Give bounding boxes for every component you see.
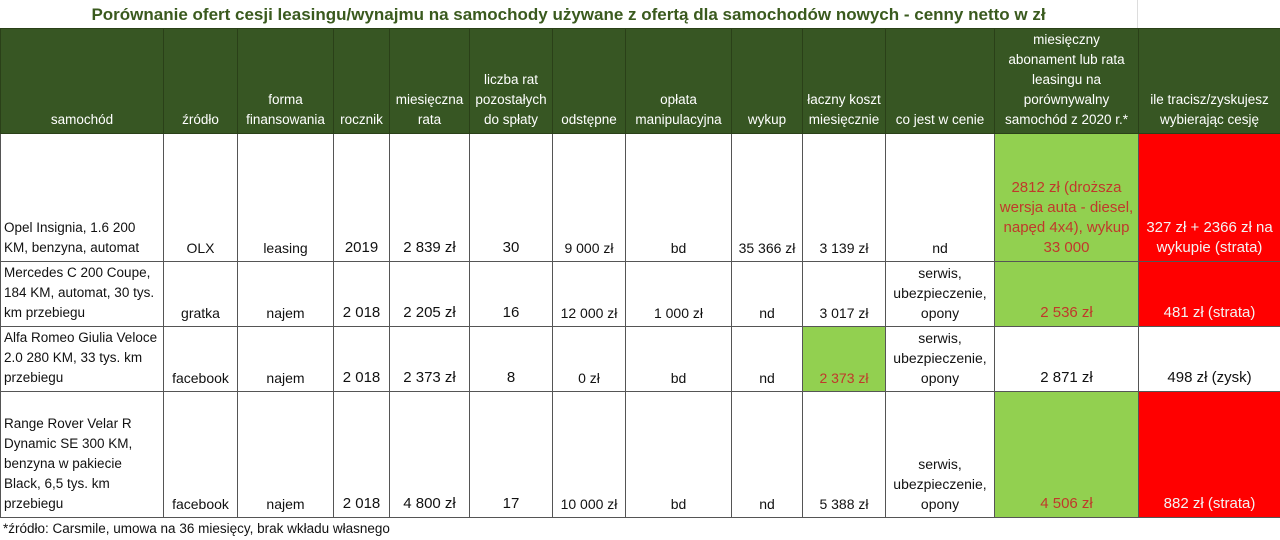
cell-diff: 498 zł (zysk) <box>1139 327 1280 392</box>
cell-monthly: 2 839 zł <box>390 134 470 262</box>
col-header: samochód <box>1 29 164 134</box>
col-header: liczba rat pozostałych do spłaty <box>470 29 553 134</box>
cell-remaining: 30 <box>470 134 553 262</box>
cell-new-car: 2 536 zł <box>995 262 1139 327</box>
table-row: Range Rover Velar R Dynamic SE 300 KM, b… <box>1 392 1280 518</box>
cell-financing: leasing <box>238 134 334 262</box>
cell-new-car: 2 871 zł <box>995 327 1139 392</box>
cell-handling: bd <box>626 327 732 392</box>
cell-source: OLX <box>164 134 238 262</box>
cell-handling: bd <box>626 392 732 518</box>
cell-handling: 1 000 zł <box>626 262 732 327</box>
cell-car: Alfa Romeo Giulia Veloce 2.0 280 KM, 33 … <box>1 327 164 392</box>
cell-remaining: 16 <box>470 262 553 327</box>
cell-diff: 327 zł + 2366 zł na wykupie (strata) <box>1139 134 1280 262</box>
footnote: *źródło: Carsmile, umowa na 36 miesięcy,… <box>0 518 1280 540</box>
col-header: rocznik <box>334 29 390 134</box>
cell-included: serwis, ubezpieczenie, opony <box>886 392 995 518</box>
cell-diff: 481 zł (strata) <box>1139 262 1280 327</box>
cell-diff: 882 zł (strata) <box>1139 392 1280 518</box>
cell-car: Mercedes C 200 Coupe, 184 KM, automat, 3… <box>1 262 164 327</box>
cell-car: Range Rover Velar R Dynamic SE 300 KM, b… <box>1 392 164 518</box>
cell-total: 3 017 zł <box>803 262 886 327</box>
cell-new-car: 2812 zł (droższa wersja auta - diesel, n… <box>995 134 1139 262</box>
cell-year: 2 018 <box>334 392 390 518</box>
cell-included: serwis, ubezpieczenie, opony <box>886 262 995 327</box>
cell-year: 2 018 <box>334 262 390 327</box>
col-header: źródło <box>164 29 238 134</box>
cell-fee: 9 000 zł <box>553 134 626 262</box>
cell-fee: 12 000 zł <box>553 262 626 327</box>
col-header: co jest w cenie <box>886 29 995 134</box>
cell-total: 5 388 zł <box>803 392 886 518</box>
cell-monthly: 2 205 zł <box>390 262 470 327</box>
col-header: opłata manipulacyjna <box>626 29 732 134</box>
cell-financing: najem <box>238 327 334 392</box>
col-header: łaczny koszt miesięcznie <box>803 29 886 134</box>
cell-financing: najem <box>238 262 334 327</box>
col-header: forma finansowania <box>238 29 334 134</box>
cell-total: 2 373 zł <box>803 327 886 392</box>
comparison-table: samochód źródło forma finansowania roczn… <box>0 28 1280 518</box>
cell-new-car: 4 506 zł <box>995 392 1139 518</box>
cell-monthly: 4 800 zł <box>390 392 470 518</box>
cell-source: facebook <box>164 392 238 518</box>
header-row: samochód źródło forma finansowania roczn… <box>1 29 1280 134</box>
sheet-title: Porównanie ofert cesji leasingu/wynajmu … <box>0 0 1138 28</box>
cell-buyout: 35 366 zł <box>732 134 803 262</box>
cell-fee: 0 zł <box>553 327 626 392</box>
table-row: Opel Insignia, 1.6 200 KM, benzyna, auto… <box>1 134 1280 262</box>
cell-total: 3 139 zł <box>803 134 886 262</box>
cell-car: Opel Insignia, 1.6 200 KM, benzyna, auto… <box>1 134 164 262</box>
cell-source: facebook <box>164 327 238 392</box>
cell-included: nd <box>886 134 995 262</box>
cell-buyout: nd <box>732 392 803 518</box>
cell-source: gratka <box>164 262 238 327</box>
col-header: wykup <box>732 29 803 134</box>
cell-handling: bd <box>626 134 732 262</box>
cell-remaining: 8 <box>470 327 553 392</box>
cell-year: 2019 <box>334 134 390 262</box>
cell-included: serwis, ubezpieczenie, opony <box>886 327 995 392</box>
col-header: miesięczny abonament lub rata leasingu n… <box>995 29 1139 134</box>
cell-financing: najem <box>238 392 334 518</box>
table-row: Mercedes C 200 Coupe, 184 KM, automat, 3… <box>1 262 1280 327</box>
col-header: ile tracisz/zyskujesz wybierając cesję <box>1139 29 1280 134</box>
cell-remaining: 17 <box>470 392 553 518</box>
table-row: Alfa Romeo Giulia Veloce 2.0 280 KM, 33 … <box>1 327 1280 392</box>
cell-buyout: nd <box>732 262 803 327</box>
col-header: miesięczna rata <box>390 29 470 134</box>
cell-buyout: nd <box>732 327 803 392</box>
cell-year: 2 018 <box>334 327 390 392</box>
cell-fee: 10 000 zł <box>553 392 626 518</box>
cell-monthly: 2 373 zł <box>390 327 470 392</box>
col-header: odstępne <box>553 29 626 134</box>
